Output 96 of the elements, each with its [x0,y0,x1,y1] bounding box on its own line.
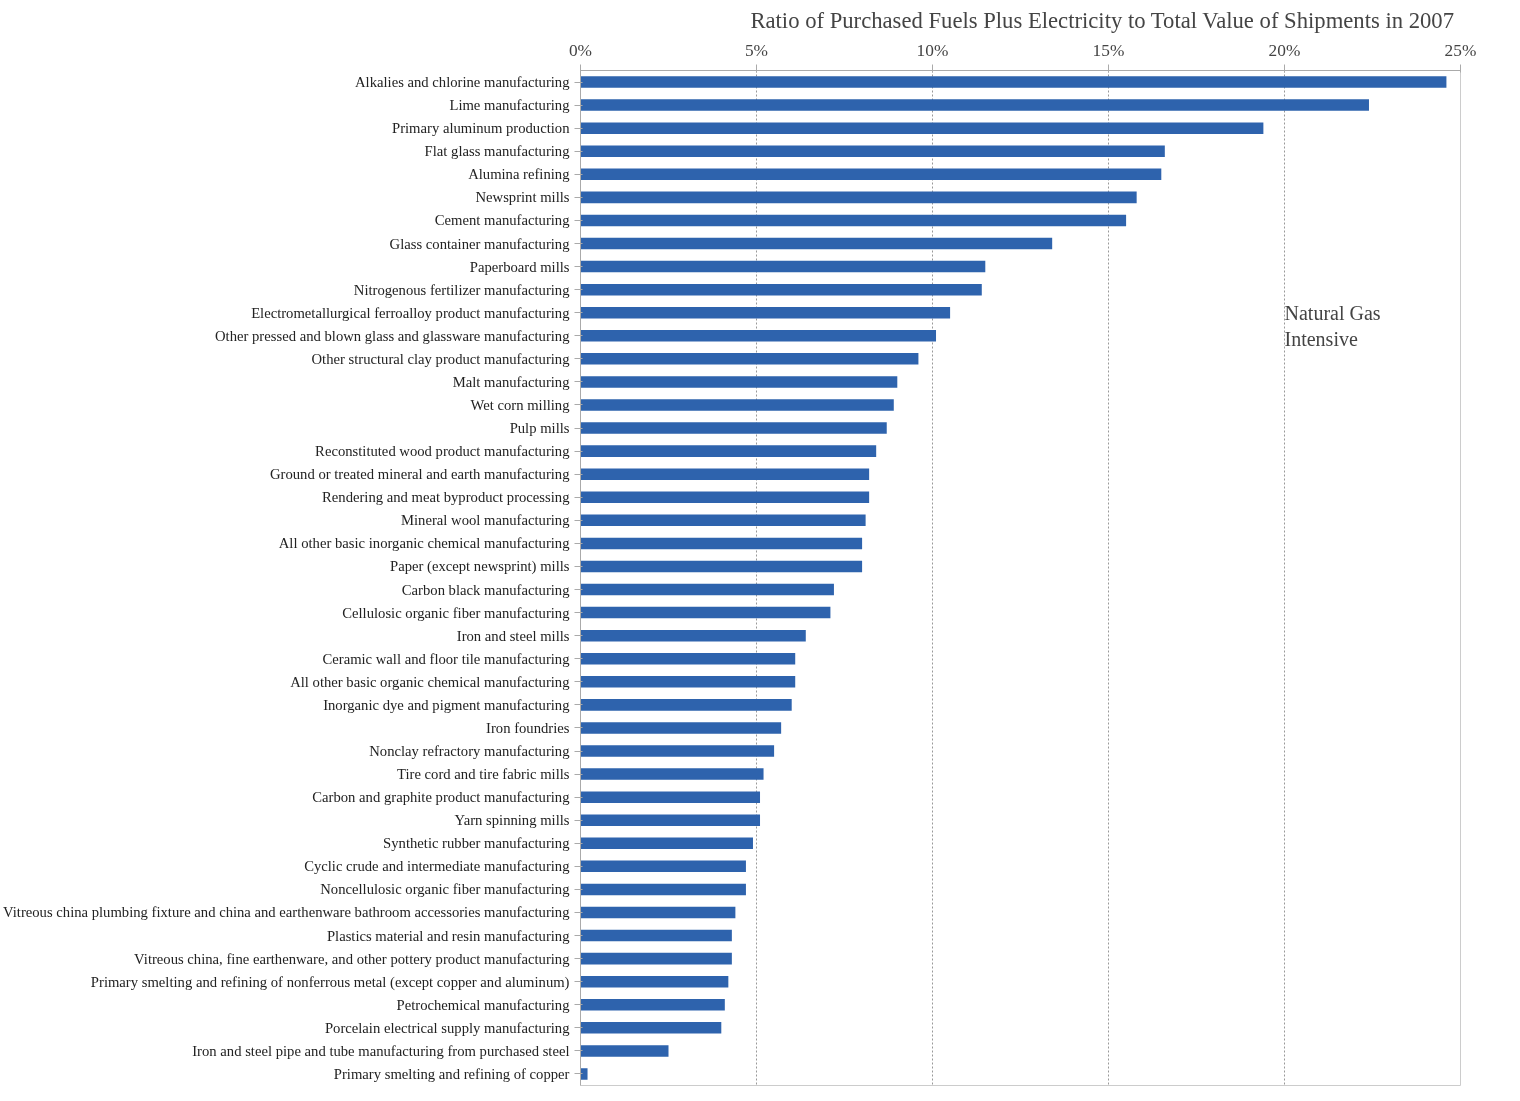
y-tick-label: Petrochemical manufacturing [396,996,571,1013]
x-tick-label: 5% [744,40,769,60]
y-tick-label: Primary aluminum production [392,120,571,137]
bar [580,76,1447,88]
bar [580,837,753,850]
bar [580,376,898,388]
bar [580,468,870,480]
y-tick-label: Porcelain electrical supply manufacturing [324,1019,571,1036]
y-tick-label: Iron and steel mills [456,627,570,644]
bar [580,122,1264,134]
y-tick-label: Alumina refining [468,166,571,183]
bar [580,699,792,711]
y-tick-label: All other basic organic chemical manufacturing [290,673,571,690]
bar [580,1045,669,1057]
bar [580,906,736,919]
y-tick-label: Other structural clay product manufacturing [311,350,571,367]
x-tick-label: 20% [1268,40,1301,60]
bar [580,191,1137,204]
y-tick-label: Synthetic rubber manufacturing [383,835,571,852]
bar [580,491,870,504]
bar [580,791,761,803]
y-tick-label: Primary smelting and refining of nonferrous metal (except copper and aluminum) [90,973,570,991]
bar [580,722,782,734]
x-tick-label: 15% [1092,40,1125,60]
y-tick-label: All other basic inorganic chemical manufacturing [278,535,571,552]
y-tick-label: Tire cord and tire fabric mills [397,766,570,783]
x-tick-label: 10% [916,40,949,60]
y-tick-label: Iron foundries [486,719,570,736]
y-tick-label: Carbon and graphite product manufacturing [312,789,571,806]
y-tick-label: Plastics material and resin manufacturing [326,927,571,944]
bar [580,583,834,596]
bar [580,445,877,457]
y-tick-label: Paperboard mills [469,258,570,275]
y-tick-label: Nonclay refractory manufacturing [369,743,571,760]
annotation: Natural Gas Intensive [1284,301,1381,351]
bar [580,214,1127,227]
bar [580,883,746,896]
y-tick-label: Malt manufacturing [452,373,571,390]
y-tick-label: Noncellulosic organic fiber manufacturing [320,881,571,898]
bar [580,952,732,965]
bar [580,260,986,273]
y-tick-label: Wet corn milling [470,396,571,413]
bar [580,330,937,342]
y-tick-label: Inorganic dye and pigment manufacturing [323,696,571,713]
y-tick-label: Paper (except newsprint) mills [390,558,570,576]
y-tick-label: Cement manufacturing [434,212,571,229]
y-tick-label: Nitrogenous fertilizer manufacturing [353,281,571,298]
bar [580,237,1053,250]
y-tick-label: Ceramic wall and floor tile manufacturing [322,650,571,667]
bar [580,929,732,942]
bar [580,676,796,688]
bar [580,537,863,550]
bar [580,560,863,573]
y-tick-label: Carbon black manufacturing [401,581,571,598]
y-tick-label: Lime manufacturing [449,97,571,114]
x-tick-label: 25% [1444,40,1477,60]
y-tick-label: Electrometallurgical ferroalloy product manufacturing [251,304,571,321]
bar [580,145,1165,158]
y-tick-label: Flat glass manufacturing [424,143,571,160]
bar [580,99,1369,111]
y-tick-label: Other pressed and blown glass and glassware manufacturing [215,327,571,344]
y-tick-label: Glass container manufacturing [389,235,571,252]
y-tick-label: Alkalies and chlorine manufacturing [355,74,571,91]
y-tick-label: Reconstituted wood product manufacturing [315,443,571,460]
y-tick-label: Yarn spinning mills [454,812,570,829]
y-tick-label: Ground or treated mineral and earth manufacturing [269,466,571,483]
y-tick-label: Mineral wool manufacturing [401,512,571,529]
bar [580,998,725,1011]
bar [580,306,951,319]
bar [580,860,746,873]
bar [580,629,806,642]
y-tick-label: Cellulosic organic fiber manufacturing [342,604,571,621]
bar [580,1022,722,1034]
bar [580,606,831,619]
bar [580,652,796,665]
y-tick-label: Pulp mills [509,420,570,437]
y-tick-label: Vitreous china plumbing fixture and china and earthenware bathroom accessories manufacturing [3,904,571,921]
y-tick-label: Newsprint mills [475,189,570,206]
y-tick-label: Vitreous china, fine earthenware, and other pottery product manufacturing [134,950,571,967]
y-tick-label: Cyclic crude and intermediate manufacturing [304,858,571,875]
bar [580,975,729,988]
bar [580,168,1162,181]
x-tick-label: 0% [568,40,593,60]
y-tick-label: Primary smelting and refining of copper [333,1065,570,1082]
bar [580,422,887,434]
bar [580,814,761,826]
chart-title: Ratio of Purchased Fuels Plus Electricity to Total Value of Shipments in 2007 [750,7,1455,33]
bar [580,514,866,527]
y-tick-label: Iron and steel pipe and tube manufacturing from purchased steel [192,1042,570,1059]
bar [580,283,982,296]
bar [580,399,894,411]
y-tick-label: Rendering and meat byproduct processing [322,489,571,506]
bar [580,353,919,365]
bar [580,1068,588,1080]
bar [580,745,775,757]
bar [580,768,764,780]
